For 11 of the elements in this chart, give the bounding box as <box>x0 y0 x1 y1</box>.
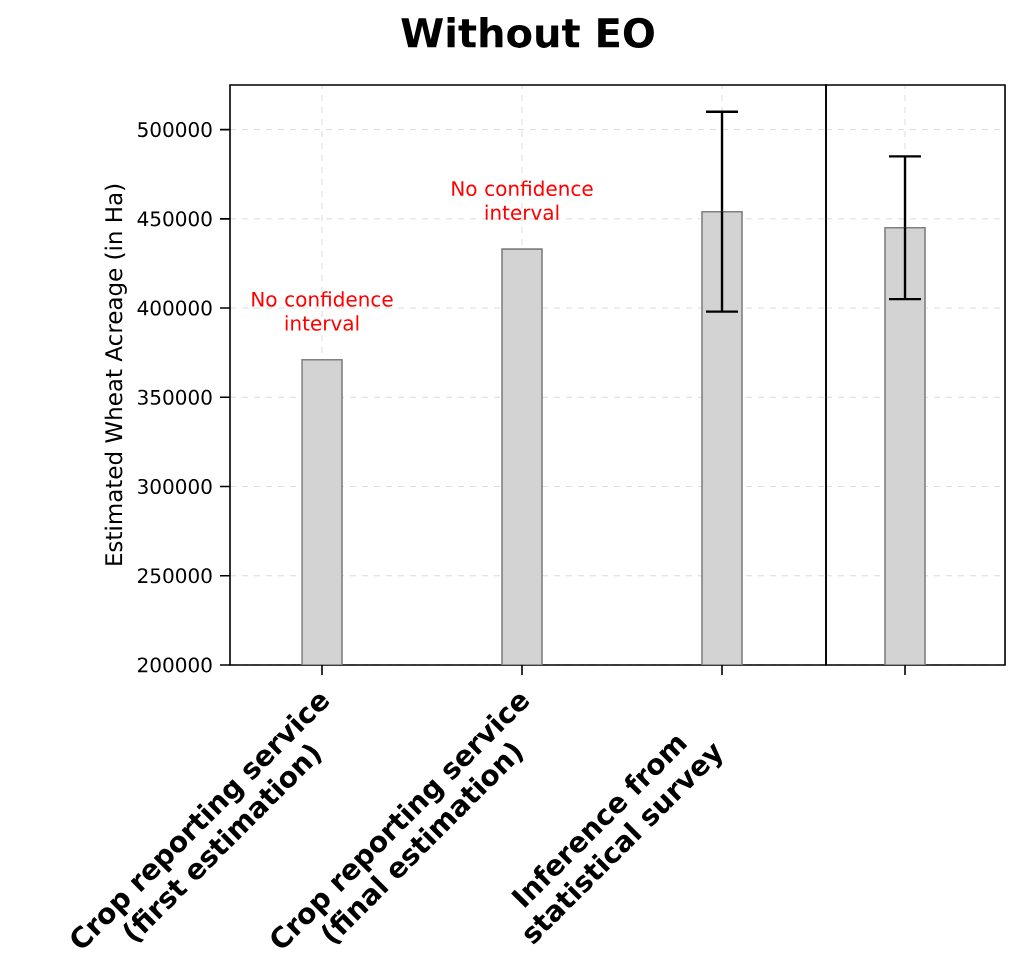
y-axis-title: Estimated Wheat Acreage (in Ha) <box>104 184 127 565</box>
y-tick-label: 250000 <box>138 568 212 584</box>
y-tick-label: 400000 <box>137 300 212 316</box>
annotation: No confidence interval <box>252 291 393 331</box>
y-tick-label: 200000 <box>138 657 212 673</box>
chart-title: Without EO <box>401 16 654 48</box>
y-tick-label: 500000 <box>138 122 212 138</box>
y-tick-label: 350000 <box>138 389 212 405</box>
y-tick-label: 450000 <box>137 211 212 227</box>
annotation: No confidence interval <box>452 180 593 221</box>
y-tick-label: 300000 <box>138 478 212 495</box>
